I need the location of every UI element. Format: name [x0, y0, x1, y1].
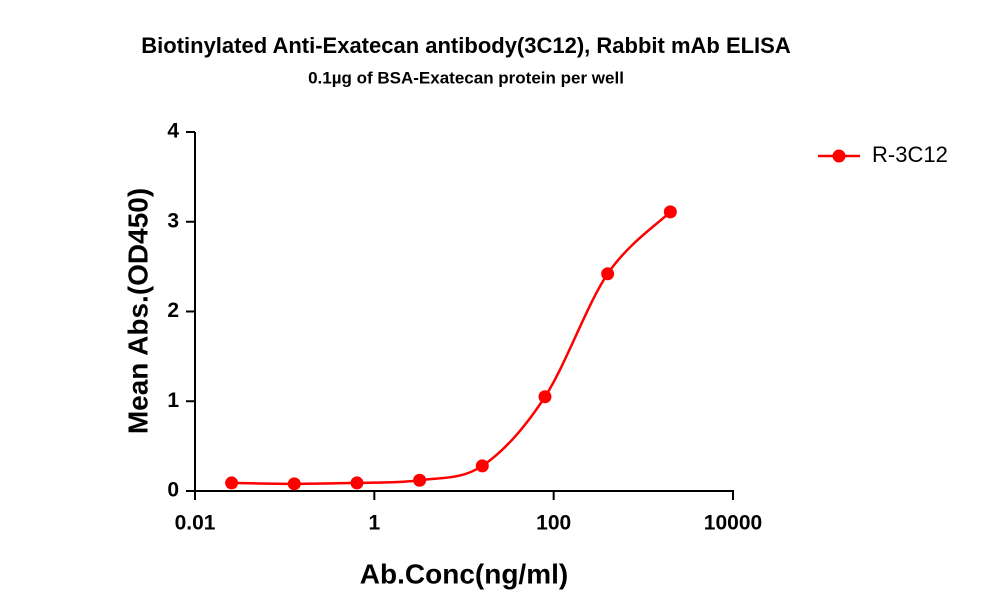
x-tick-label: 10000: [704, 512, 762, 535]
x-tick-label: 1: [368, 512, 380, 535]
y-axis-label: Mean Abs.(OD450): [122, 188, 153, 434]
y-tick-label: 0: [167, 479, 179, 502]
data-point: [350, 476, 364, 490]
legend-marker: [832, 149, 846, 163]
x-tick-label: 100: [536, 512, 571, 535]
x-axis-label: Ab.Conc(ng/ml): [360, 558, 568, 589]
x-tick-label: 0.01: [175, 512, 216, 535]
series-line: [231, 210, 672, 486]
data-point: [287, 477, 301, 491]
chart-title: Biotinylated Anti-Exatecan antibody(3C12…: [141, 33, 791, 58]
y-tick-label: 2: [167, 299, 179, 322]
data-point: [663, 205, 677, 219]
data-point: [601, 267, 615, 281]
legend-label: R-3C12: [872, 142, 948, 167]
data-point: [225, 476, 239, 490]
data-point: [475, 459, 489, 473]
y-tick-label: 4: [167, 120, 179, 143]
chart-subtitle: 0.1µg of BSA-Exatecan protein per well: [308, 68, 624, 87]
data-point: [538, 390, 552, 404]
data-point: [413, 473, 427, 487]
y-tick-label: 3: [167, 209, 179, 232]
y-tick-label: 1: [167, 389, 179, 412]
